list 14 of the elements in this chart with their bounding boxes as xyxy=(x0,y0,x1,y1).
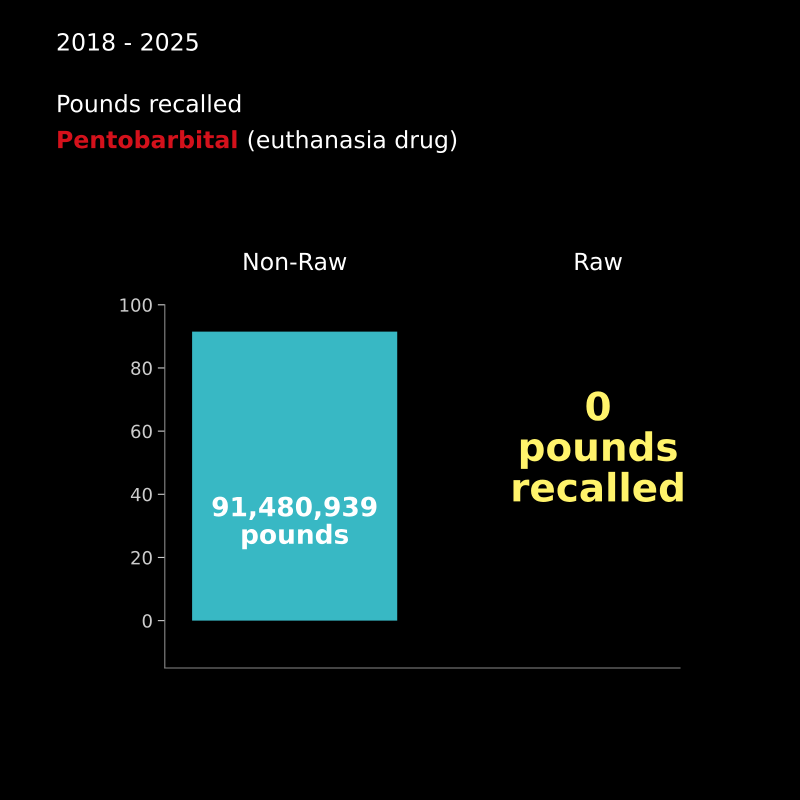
y-tick-label: 100 xyxy=(120,298,152,312)
y-tick-label: 80 xyxy=(131,361,152,376)
y-tick-label: 60 xyxy=(131,424,152,438)
annotation: 0 pounds recalled xyxy=(513,391,683,502)
y-tick-label: 20 xyxy=(131,550,152,565)
y-tick-label: 0 xyxy=(142,614,152,628)
x-tick-label: Non-Raw xyxy=(244,252,346,270)
chart-title: 2018 - 2025 xyxy=(58,32,198,51)
text: Pentobarbital xyxy=(58,130,236,148)
chart-subtitle: Pounds recalled xyxy=(58,94,240,112)
annotation: 91,480,939 pounds xyxy=(212,496,376,550)
x-tick-label: Raw xyxy=(576,252,622,270)
text: (euthanasia drug) xyxy=(248,130,456,154)
y-tick-label: 40 xyxy=(130,488,152,502)
